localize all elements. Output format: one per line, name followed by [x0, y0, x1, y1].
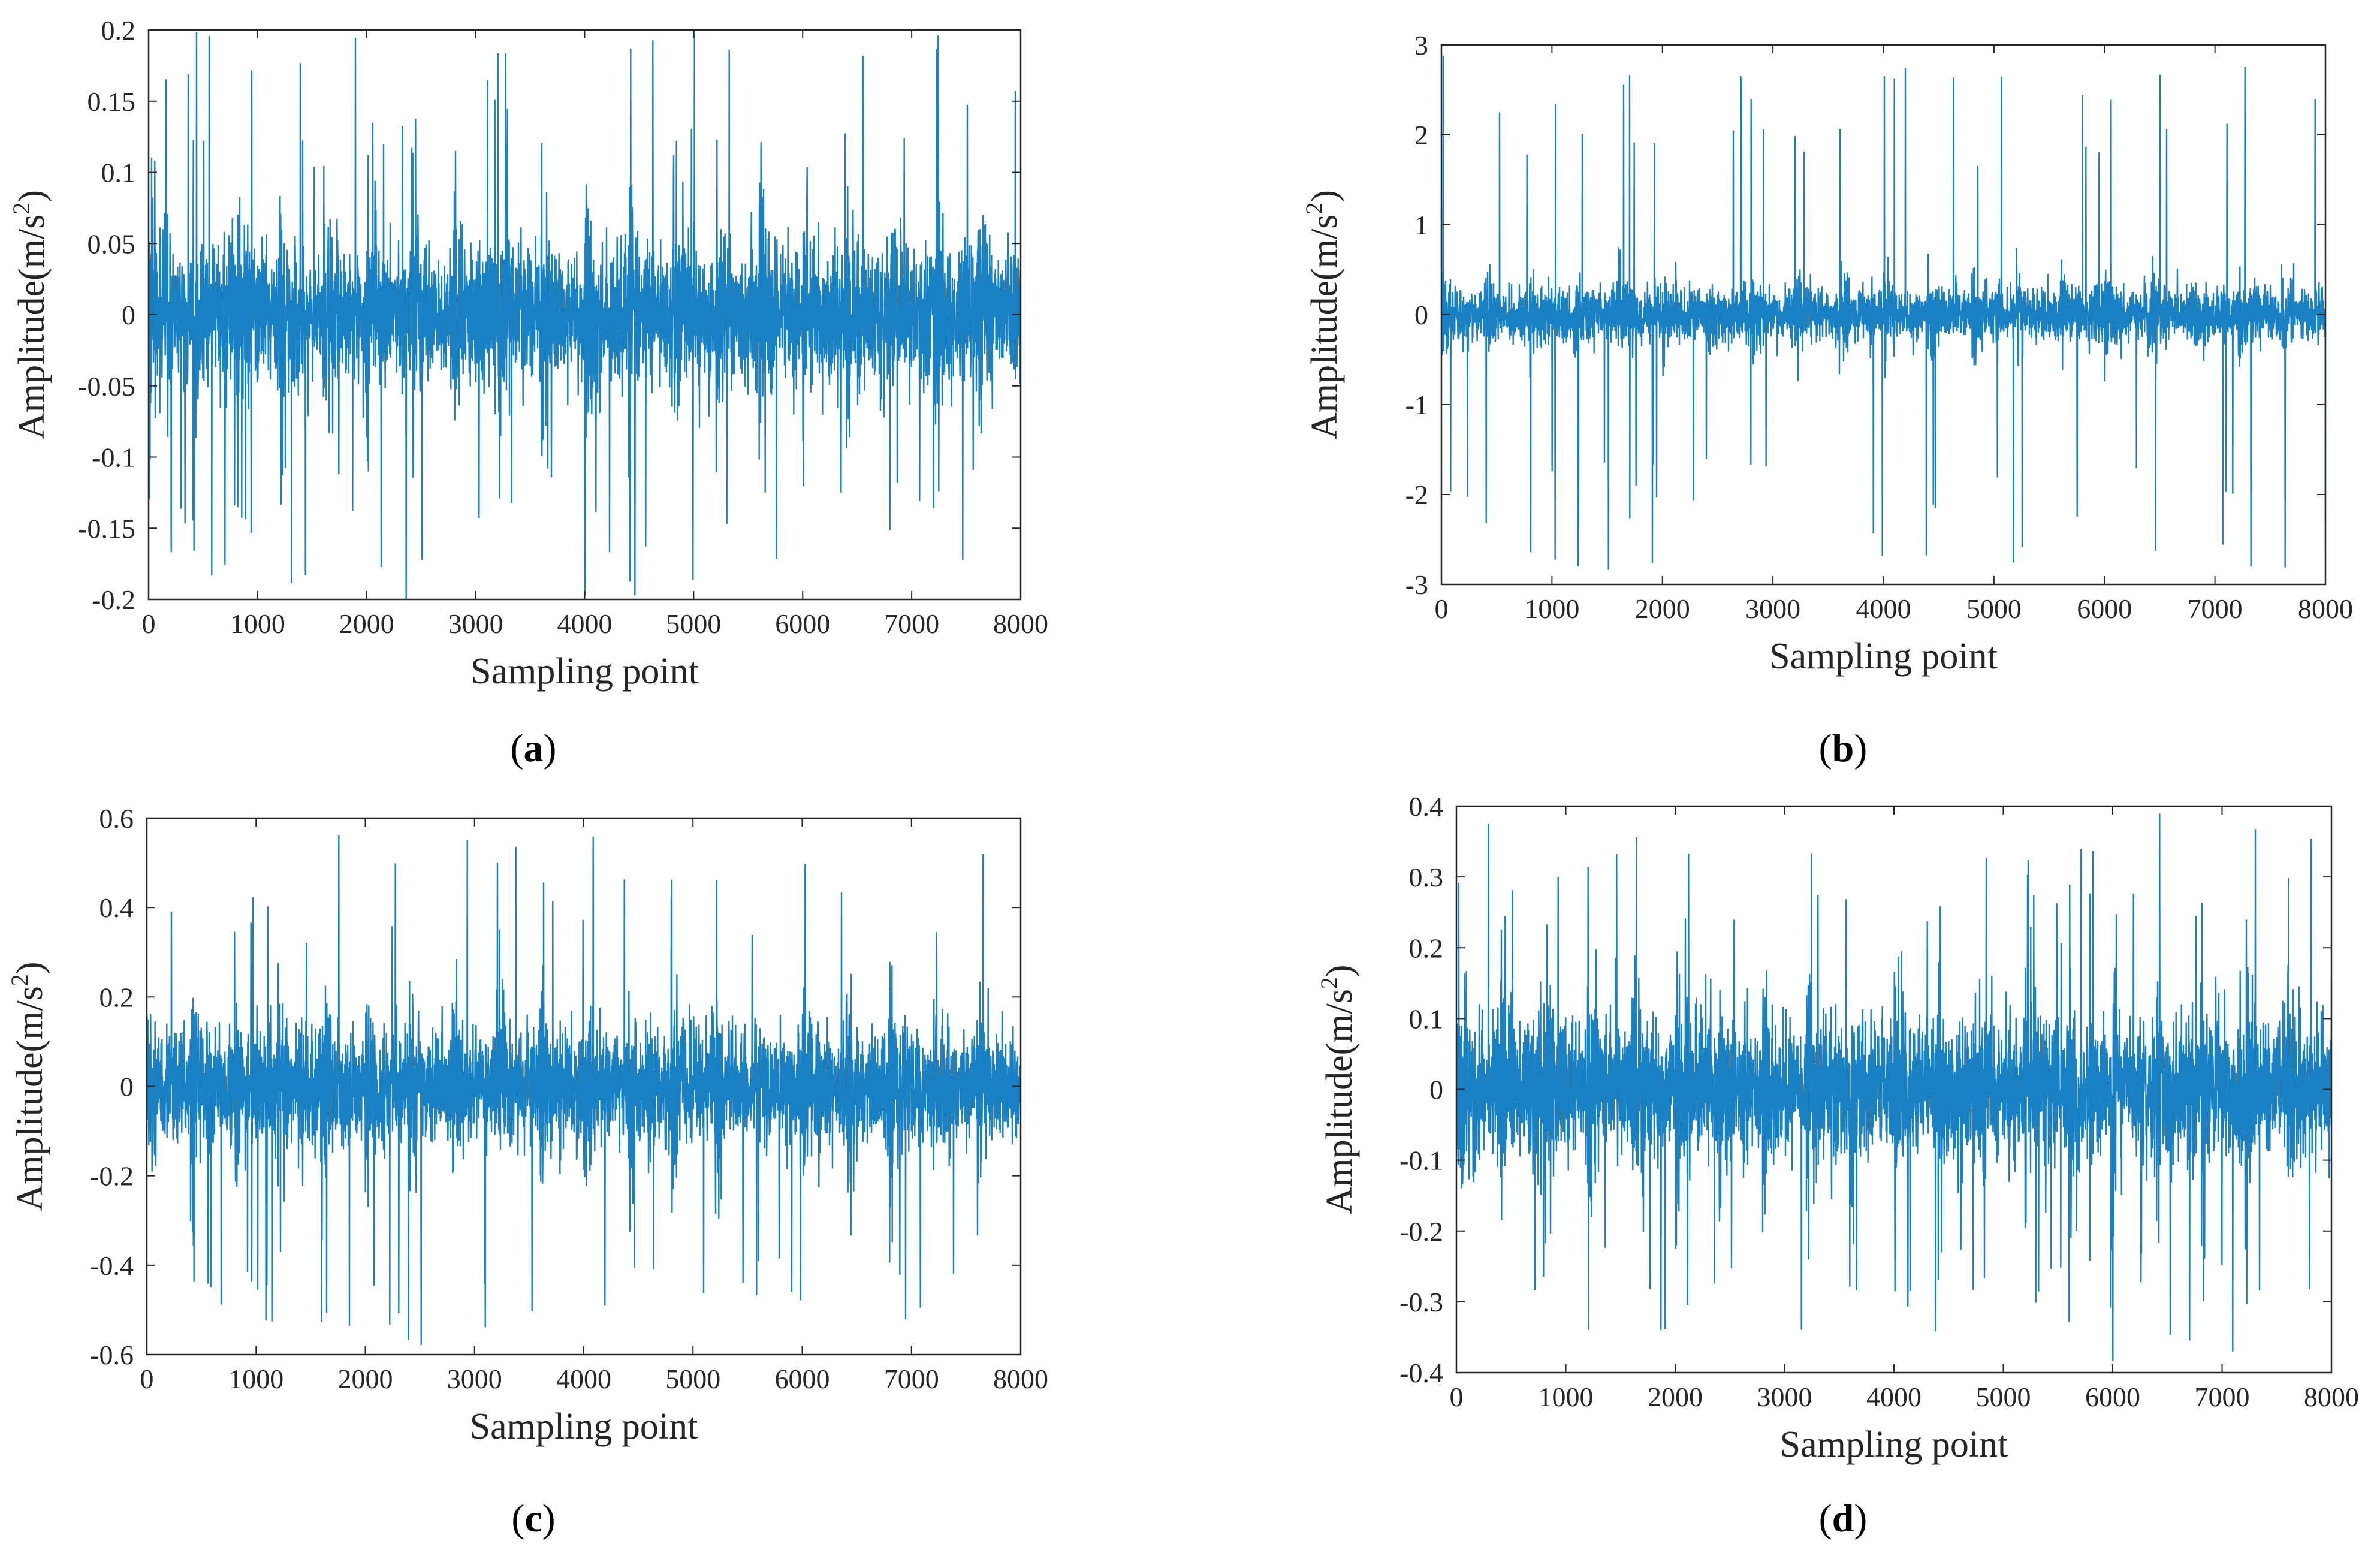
- x-tick-label: 8000: [2298, 593, 2353, 624]
- y-tick-label: 0.2: [1409, 933, 1444, 963]
- y-tick-label: -0.6: [90, 1340, 134, 1370]
- x-tick-label: 7000: [884, 1364, 939, 1394]
- x-tick-label: 6000: [2077, 593, 2132, 624]
- y-tick-label: 0.1: [101, 158, 136, 188]
- chart-panel-d: 0 1000 2000 3000 4000 5000 6000 7000 8000 -0.4 -0.…: [1316, 791, 2359, 1540]
- signal-line-b: [1441, 56, 2325, 570]
- x-tick-label: 5000: [665, 1364, 720, 1394]
- x-tick-label: 2000: [1648, 1382, 1703, 1412]
- y-tick-label: -0.2: [90, 1161, 134, 1192]
- x-tick-label: 5000: [1966, 593, 2022, 624]
- x-tick-label: 8000: [993, 1364, 1048, 1394]
- x-tick-label: 4000: [557, 608, 613, 639]
- x-tick-label: 0: [142, 608, 156, 639]
- y-tick-label: -0.2: [1399, 1216, 1443, 1247]
- panel-caption-a: (a): [511, 726, 557, 770]
- x-tick-label: 1000: [230, 608, 285, 639]
- x-axis-label: Sampling point: [470, 651, 699, 692]
- x-tick-label: 6000: [775, 608, 830, 639]
- x-axis-label: Sampling point: [470, 1406, 698, 1447]
- y-tick-label: 0.4: [1409, 791, 1444, 822]
- panel-caption-b: (b): [1819, 726, 1868, 770]
- y-tick-label: 0.1: [1409, 1003, 1444, 1034]
- y-tick-label: 1: [1414, 210, 1428, 240]
- y-tick-label: 0.2: [101, 15, 136, 46]
- y-tick-label: -0.4: [1399, 1358, 1443, 1388]
- y-tick-label: -0.2: [92, 584, 135, 615]
- y-tick-label: 0: [122, 300, 135, 330]
- x-tick-label: 2000: [1635, 593, 1690, 624]
- x-tick-label: 5000: [1976, 1382, 2031, 1412]
- x-tick-label: 0: [1435, 593, 1449, 624]
- y-axis-label: Amplitude(m/s2): [1301, 190, 1345, 439]
- x-tick-label: 0: [1450, 1382, 1464, 1412]
- x-tick-label: 1000: [1539, 1382, 1594, 1412]
- y-tick-label: 0.3: [1409, 862, 1444, 892]
- y-tick-label: 0: [120, 1072, 134, 1102]
- y-tick-label: -1: [1405, 390, 1428, 420]
- x-tick-label: 8000: [2304, 1382, 2359, 1412]
- x-tick-label: 6000: [2085, 1382, 2140, 1412]
- y-axis-label: Amplitude(m/s2): [6, 961, 50, 1211]
- x-tick-label: 2000: [339, 608, 394, 639]
- y-tick-label: -0.1: [1399, 1145, 1443, 1176]
- y-tick-label: -0.1: [92, 442, 135, 473]
- y-tick-label: -0.05: [78, 371, 135, 402]
- y-tick-label: -2: [1405, 480, 1428, 510]
- x-tick-label: 4000: [1866, 1382, 1922, 1412]
- x-tick-label: 6000: [775, 1364, 830, 1394]
- y-tick-label: -0.4: [90, 1250, 134, 1281]
- x-tick-label: 1000: [228, 1364, 283, 1394]
- x-tick-label: 3000: [448, 608, 503, 639]
- chart-panel-b: 0 1000 2000 3000 4000 5000 6000 7000 8000 -3 -2 -1 0…: [1301, 30, 2353, 770]
- y-tick-label: 0: [1414, 300, 1428, 330]
- y-tick-label: 0.15: [88, 86, 136, 117]
- x-axis-label: Sampling point: [1769, 636, 1998, 677]
- chart-panel-c: 0 1000 2000 3000 4000 5000 6000 7000 8000 -0.6 -0.…: [6, 803, 1048, 1540]
- y-tick-label: 2: [1414, 120, 1428, 150]
- panel-caption-c: (c): [511, 1497, 555, 1540]
- panel-caption-d: (d): [1819, 1497, 1868, 1540]
- x-tick-label: 1000: [1524, 593, 1579, 624]
- y-tick-label: -3: [1405, 569, 1428, 600]
- x-tick-label: 3000: [447, 1364, 502, 1394]
- signal-line-a: [149, 30, 1021, 599]
- y-tick-label: 0: [1429, 1075, 1443, 1105]
- x-tick-label: 2000: [338, 1364, 393, 1394]
- y-axis-label: Amplitude(m/s2): [1316, 964, 1360, 1214]
- chart-panel-a: 0 1000 2000 3000 4000 5000 6000 7000 8000 -0.2 -0.…: [8, 15, 1048, 770]
- x-tick-label: 7000: [884, 608, 939, 639]
- x-tick-label: 3000: [1757, 1382, 1812, 1412]
- x-tick-label: 4000: [1856, 593, 1911, 624]
- y-axis-label: Amplitude(m/s2): [8, 190, 52, 439]
- x-tick-label: 7000: [2188, 593, 2243, 624]
- x-tick-label: 8000: [993, 608, 1048, 639]
- x-tick-label: 0: [140, 1364, 154, 1394]
- y-tick-label: 0.2: [99, 982, 134, 1012]
- x-tick-label: 3000: [1745, 593, 1800, 624]
- y-tick-label: -0.15: [78, 513, 135, 544]
- y-tick-label: 3: [1414, 30, 1428, 61]
- signal-line-c: [147, 834, 1021, 1346]
- x-axis-label: Sampling point: [1780, 1424, 2008, 1465]
- y-tick-label: 0.6: [99, 803, 134, 834]
- y-tick-label: 0.4: [99, 892, 134, 923]
- x-tick-label: 4000: [556, 1364, 611, 1394]
- y-tick-label: 0.05: [88, 228, 136, 259]
- y-tick-label: -0.3: [1399, 1287, 1443, 1317]
- x-tick-label: 7000: [2195, 1382, 2250, 1412]
- signal-line-d: [1456, 813, 2331, 1361]
- x-tick-label: 5000: [666, 608, 721, 639]
